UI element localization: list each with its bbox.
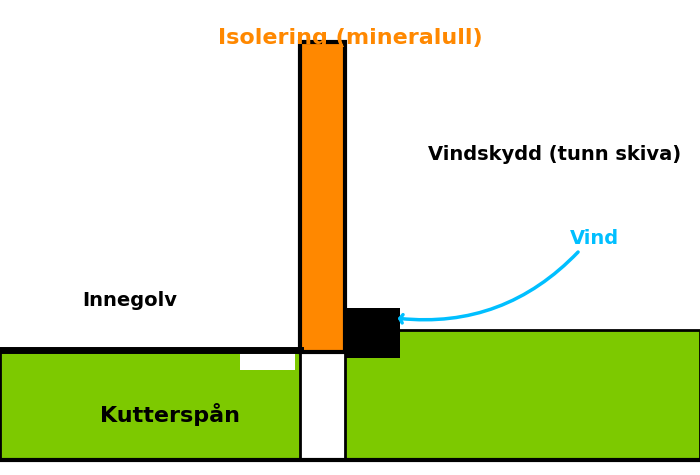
Bar bbox=[240, 350, 295, 370]
Bar bbox=[0, 350, 300, 460]
Text: Kutterspån: Kutterspån bbox=[100, 403, 240, 427]
Text: Vindskydd (tunn skiva): Vindskydd (tunn skiva) bbox=[428, 145, 682, 164]
Text: Vind: Vind bbox=[570, 228, 619, 247]
Text: Innegolv: Innegolv bbox=[83, 291, 178, 310]
Text: Isolering (mineralull): Isolering (mineralull) bbox=[218, 28, 482, 48]
Bar bbox=[345, 330, 700, 460]
Bar bbox=[300, 42, 345, 352]
Bar bbox=[345, 308, 400, 358]
